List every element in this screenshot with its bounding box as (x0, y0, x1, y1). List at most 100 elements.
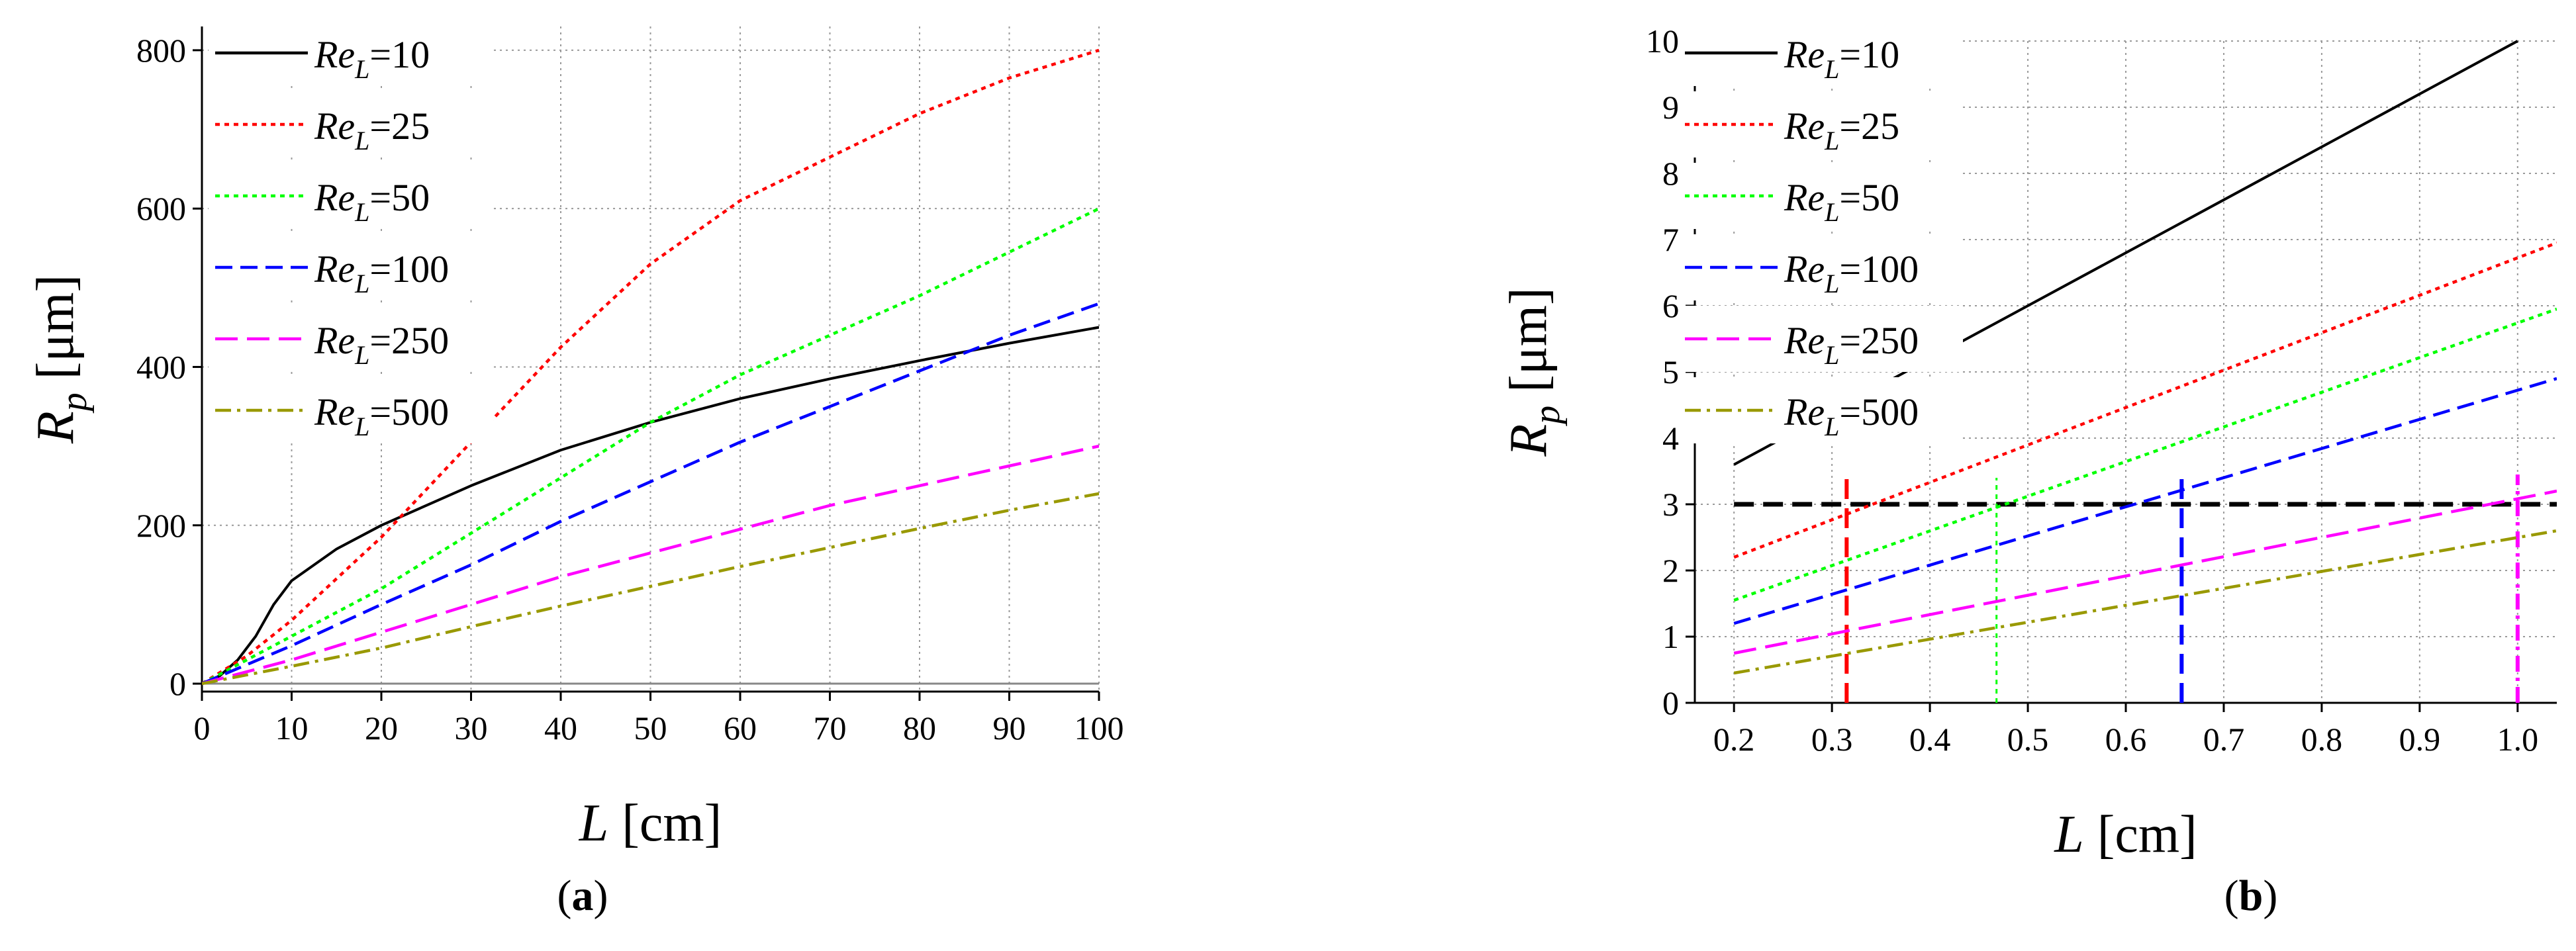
legend-var: Re (1784, 33, 1825, 76)
y-axis-sub: p (54, 392, 95, 414)
legend-label: ReL=50 (314, 176, 430, 227)
legend-label: ReL=50 (1784, 176, 1899, 227)
x-tick-label: 0.2 (1713, 721, 1755, 758)
legend-label: ReL=250 (314, 319, 449, 370)
legend-value: =25 (369, 105, 430, 148)
y-tick-label: 6 (1662, 287, 1679, 324)
series-line-re100 (202, 302, 1099, 686)
legend-value: =250 (369, 319, 449, 362)
y-tick-label: 4 (1662, 420, 1679, 457)
x-tick-label: 70 (814, 709, 847, 747)
x-tick-label: 40 (544, 709, 577, 747)
series-line-re25 (1733, 241, 2557, 559)
legend-sub: L (1824, 340, 1839, 370)
y-tick-label: 0 (1662, 684, 1679, 721)
panel-paren-close: ) (594, 872, 608, 920)
y-tick-label: 0 (169, 665, 186, 702)
x-tick-label: 20 (365, 709, 398, 747)
legend-var: Re (314, 33, 355, 76)
x-tick-label: 1.0 (2497, 721, 2539, 758)
legend-sub: L (354, 340, 369, 370)
panel-label: (a) (557, 872, 608, 920)
legend-sub: L (354, 126, 369, 156)
x-tick-label: 100 (1074, 709, 1124, 747)
y-axis-sub: p (1527, 406, 1568, 427)
y-tick-label: 200 (136, 507, 186, 544)
legend-var: Re (314, 176, 355, 219)
y-axis-title: Rp [μm] (26, 275, 95, 444)
legend-value: =50 (1839, 176, 1899, 219)
x-tick-label: 0.9 (2399, 721, 2441, 758)
x-tick-label: 50 (634, 709, 667, 747)
legend-label: ReL=10 (314, 33, 430, 84)
legend-sub: L (354, 269, 369, 298)
legend-value: =250 (1839, 319, 1919, 362)
x-tick-label: 60 (724, 709, 757, 747)
legend-var: Re (1784, 176, 1825, 219)
series-line-re500 (202, 492, 1099, 686)
legend-sub: L (1824, 269, 1839, 298)
series-line-re500 (1733, 529, 2557, 675)
legend-label: ReL=25 (314, 105, 430, 156)
legend-var: Re (1784, 390, 1825, 433)
series-line-re50 (1733, 307, 2557, 602)
panel-label: (b) (2224, 872, 2278, 920)
x-axis-title: L [cm] (579, 794, 722, 852)
legend-label: ReL=10 (1784, 33, 1899, 84)
legend-sub: L (1824, 54, 1839, 84)
legend-value: =100 (369, 248, 449, 291)
x-tick-label: 0.8 (2301, 721, 2343, 758)
legend-label: ReL=250 (1784, 319, 1919, 370)
y-tick-label: 2 (1662, 552, 1679, 589)
y-tick-label: 8 (1662, 155, 1679, 192)
x-tick-label: 90 (993, 709, 1026, 747)
x-tick-label: 0.7 (2203, 721, 2245, 758)
legend-sub: L (1824, 126, 1839, 156)
y-tick-label: 10 (1646, 23, 1679, 60)
legend-value: =10 (1839, 33, 1899, 76)
legend-var: Re (1784, 319, 1825, 362)
x-axis-var: L (579, 794, 609, 852)
y-tick-label: 600 (136, 190, 186, 227)
y-tick-label: 7 (1662, 221, 1679, 258)
x-axis-title: L [cm] (2054, 805, 2197, 864)
y-axis-var: R (26, 411, 85, 444)
legend-var: Re (314, 248, 355, 291)
panel-paren-open: ( (2224, 872, 2239, 920)
series-line-re100 (1733, 377, 2557, 625)
legend-sub: L (354, 197, 369, 227)
legend-value: =100 (1839, 248, 1919, 291)
y-tick-label: 9 (1662, 89, 1679, 126)
legend-var: Re (314, 390, 355, 433)
legend-value: =500 (1839, 390, 1919, 433)
x-tick-label: 10 (275, 709, 309, 747)
x-tick-label: 0.5 (2007, 721, 2049, 758)
y-axis-title: Rp [μm] (1500, 287, 1568, 457)
chart-b: 0.2 0.3 0.4 0.5 0.6 0.7 0.8 0.9 1.0 0 1 2 3 4 5 6 7 8 9 10 R… (1500, 20, 2557, 920)
legend-label: ReL=500 (314, 390, 449, 441)
legend-label: ReL=100 (314, 248, 449, 298)
x-tick-label: 80 (903, 709, 936, 747)
legend-label: ReL=500 (1784, 390, 1919, 441)
panel-paren-close: ) (2263, 872, 2277, 920)
legend-var: Re (314, 105, 355, 148)
series-line-re50 (202, 207, 1099, 685)
legend-var: Re (1784, 105, 1825, 148)
legend-sub: L (354, 412, 369, 441)
legend-label: ReL=25 (1784, 105, 1899, 156)
y-axis-var: R (1500, 424, 1558, 457)
x-tick-label: 0.3 (1811, 721, 1853, 758)
x-tick-label: 0.4 (1909, 721, 1951, 758)
x-axis-unit: [cm] (2084, 805, 2197, 864)
y-axis-unit: [μm] (1500, 287, 1558, 405)
y-tick-label: 3 (1662, 486, 1679, 523)
x-tick-label: 30 (455, 709, 488, 747)
x-axis-unit: [cm] (608, 794, 722, 852)
x-tick-label: 0.6 (2105, 721, 2147, 758)
legend-value: =500 (369, 390, 449, 433)
y-tick-label: 400 (136, 348, 186, 385)
series-line-re250 (1733, 489, 2557, 655)
legend-value: =50 (369, 176, 430, 219)
